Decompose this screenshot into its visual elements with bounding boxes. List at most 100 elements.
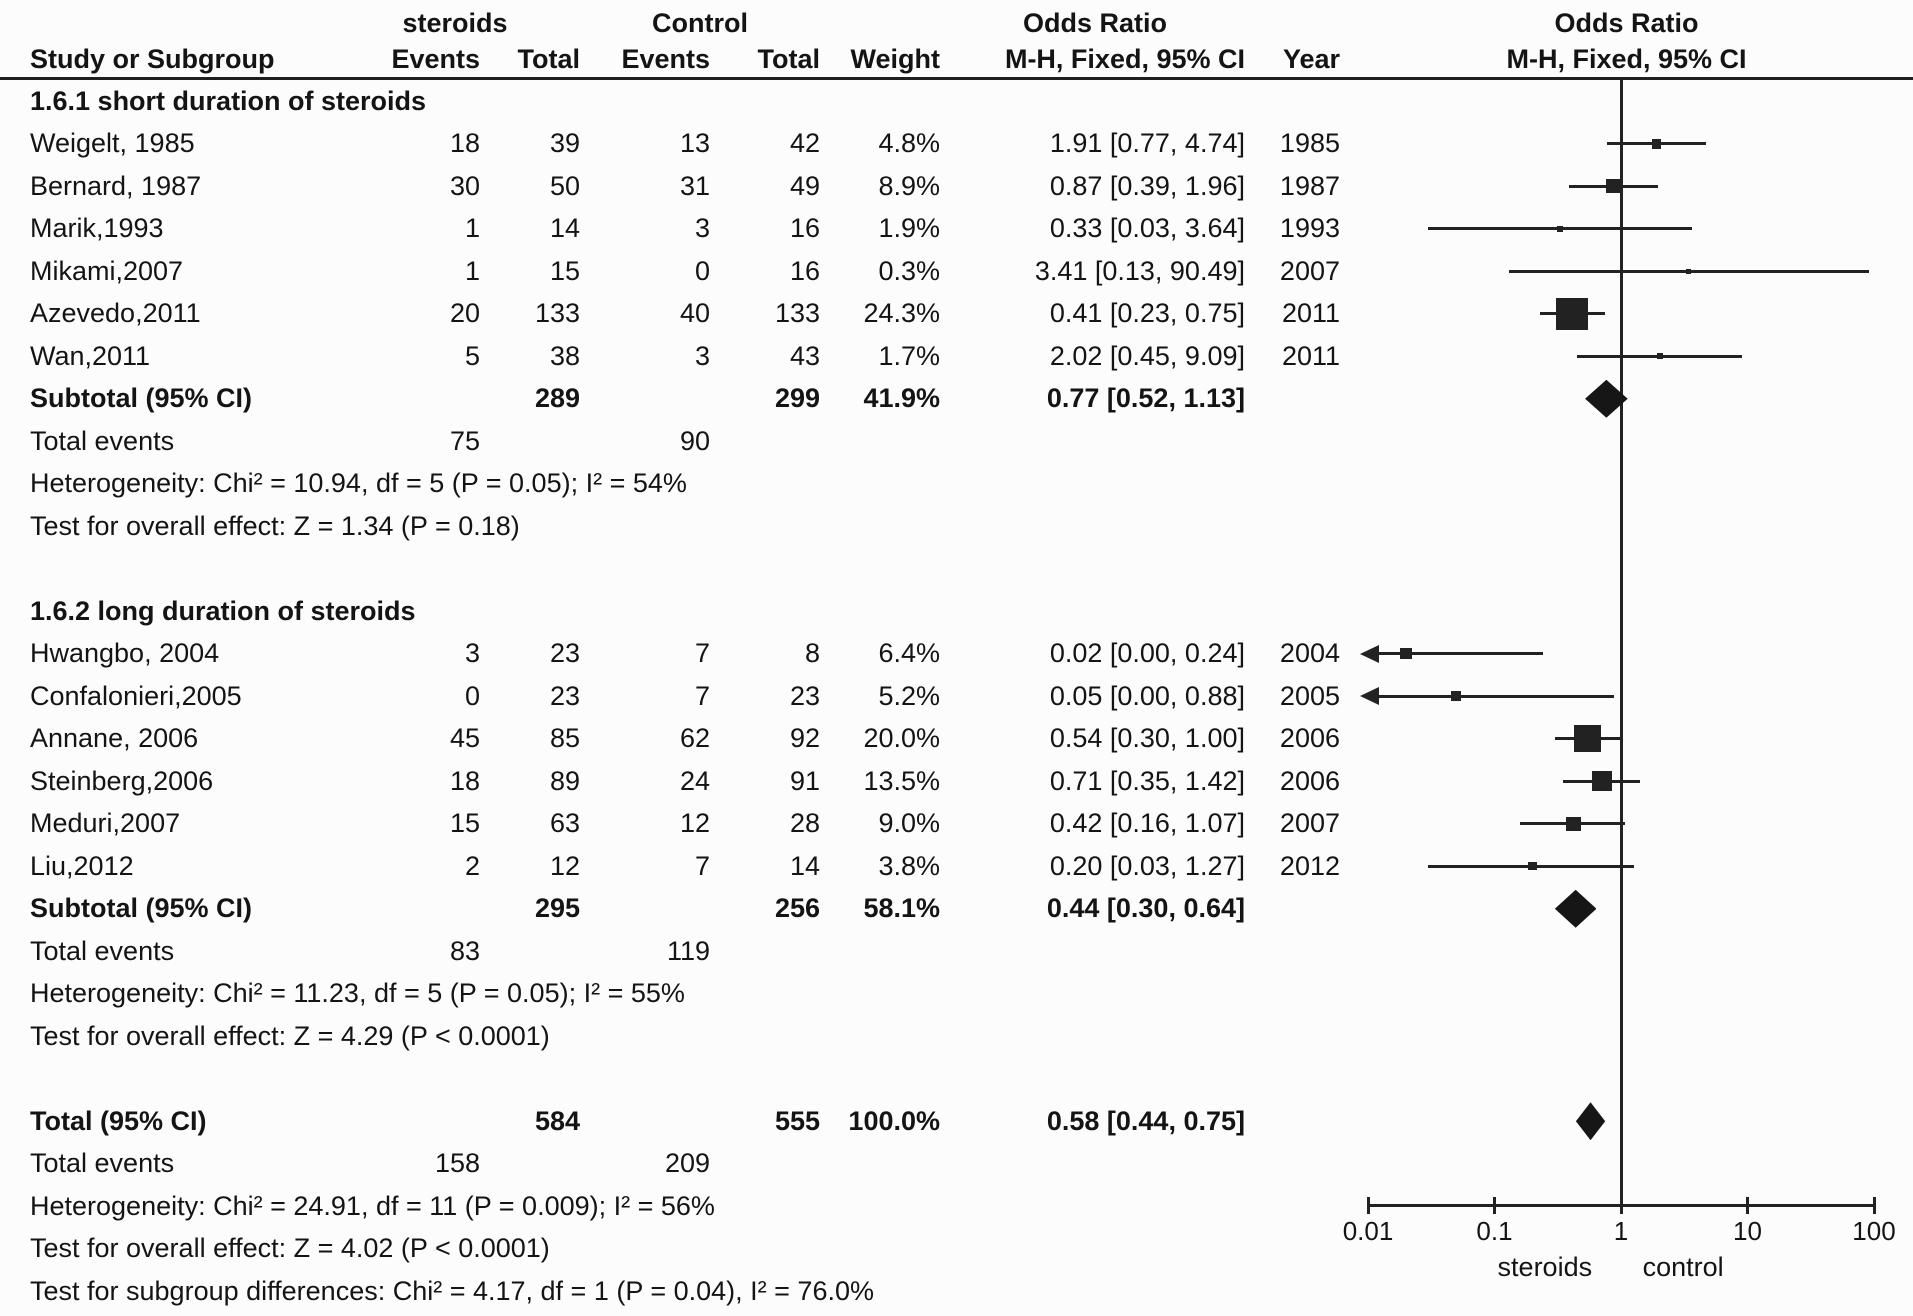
column-header-steroids-events: Events <box>391 44 480 74</box>
study-row: Hwangbo, 2004 3 23 7 8 6.4% 0.02 [0.00, 0.24] 2… <box>0 633 1913 676</box>
study-row: Marik,1993 1 14 3 16 1.9% 0.33 [0.03, 3.64] 199… <box>0 208 1913 251</box>
steroids-events-value: 2 <box>464 850 480 881</box>
control-total-value: 8 <box>804 638 820 669</box>
subtotal-row: Subtotal (95% CI) 295 256 58.1% 0.44 [0.30, … <box>0 888 1913 931</box>
control-total-sum: 256 <box>774 893 820 924</box>
total-events-label: Total events <box>30 935 175 966</box>
heterogeneity-row: Heterogeneity: Chi² = 11.23, df = 5 (P =… <box>0 973 1913 1016</box>
study-label: Annane, 2006 <box>30 723 199 754</box>
total-events-label: Total events <box>30 1148 175 1179</box>
year-value: 2011 <box>1281 340 1340 371</box>
subtotal-label: Subtotal (95% CI) <box>30 893 253 924</box>
control-events-value: 24 <box>679 765 710 796</box>
column-header-or-ci-right: M-H, Fixed, 95% CI <box>1506 44 1747 74</box>
steroids-total-value: 50 <box>549 170 580 201</box>
steroids-events-value: 18 <box>449 765 480 796</box>
point-estimate-marker <box>1528 862 1537 871</box>
steroids-events-value: 3 <box>464 638 480 669</box>
odds-ratio-ci-value: 3.41 [0.13, 90.49] <box>1034 255 1245 286</box>
study-label: Mikami,2007 <box>30 255 184 286</box>
study-row: Steinberg,2006 18 89 24 91 13.5% 0.71 [0.35, 1… <box>0 760 1913 803</box>
weight-value: 1.9% <box>878 213 940 244</box>
control-events-value: 40 <box>679 298 710 329</box>
control-total-value: 14 <box>789 850 820 881</box>
heterogeneity-row: Heterogeneity: Chi² = 10.94, df = 5 (P =… <box>0 463 1913 506</box>
study-row: Wan,2011 5 38 3 43 1.7% 2.02 [0.45, 9.09] 2011 <box>0 335 1913 378</box>
steroids-events-value: 30 <box>449 170 480 201</box>
x-axis-tick <box>1366 1197 1370 1214</box>
steroids-total-value: 89 <box>549 765 580 796</box>
study-row: Annane, 2006 45 85 62 92 20.0% 0.54 [0.30, 1.0… <box>0 718 1913 761</box>
study-label: Steinberg,2006 <box>30 765 214 796</box>
group-header-control: Control <box>652 8 748 38</box>
point-estimate-marker <box>1685 268 1691 274</box>
year-value: 2007 <box>1279 255 1340 286</box>
point-estimate-marker <box>1573 725 1601 753</box>
point-estimate-marker <box>1566 816 1581 831</box>
study-label: Confalonieri,2005 <box>30 680 242 711</box>
control-total-value: 49 <box>789 170 820 201</box>
steroids-events-value: 45 <box>449 723 480 754</box>
study-row: Confalonieri,2005 0 23 7 23 5.2% 0.05 [0.00, 0… <box>0 675 1913 718</box>
year-value: 2004 <box>1279 638 1340 669</box>
point-estimate-marker <box>1656 353 1663 360</box>
steroids-events-value: 20 <box>449 298 480 329</box>
study-label: Azevedo,2011 <box>30 298 201 329</box>
control-events-value: 7 <box>694 680 710 711</box>
odds-ratio-ci-value: 0.33 [0.03, 3.64] <box>1049 213 1245 244</box>
steroids-total-value: 12 <box>549 850 580 881</box>
x-axis-tick <box>1493 1197 1496 1214</box>
x-axis-tick-label: 10 <box>1733 1216 1762 1246</box>
control-total-value: 133 <box>774 298 820 329</box>
column-header-year: Year <box>1282 44 1340 74</box>
subtotal-odds-ratio-ci: 0.77 [0.52, 1.13] <box>1046 383 1245 414</box>
steroids-events-value: 18 <box>449 128 480 159</box>
axis-label-control: control <box>1642 1252 1724 1282</box>
odds-ratio-ci-value: 0.41 [0.23, 0.75] <box>1049 298 1245 329</box>
control-events-value: 7 <box>694 638 710 669</box>
year-value: 2006 <box>1279 765 1340 796</box>
x-axis-tick <box>1872 1197 1876 1214</box>
subgroup-header: 1.6.1 short duration of steroids <box>30 85 427 116</box>
column-header-study: Study or Subgroup <box>30 44 275 74</box>
subtotal-label: Subtotal (95% CI) <box>30 383 253 414</box>
year-value: 2006 <box>1279 723 1340 754</box>
odds-ratio-ci-value: 1.91 [0.77, 4.74] <box>1049 128 1245 159</box>
year-value: 2012 <box>1279 850 1340 881</box>
weight-sum: 100.0% <box>848 1105 940 1136</box>
study-label: Bernard, 1987 <box>30 170 202 201</box>
axis-label-steroids: steroids <box>1497 1252 1593 1282</box>
overall-effect-row: Test for overall effect: Z = 4.29 (P < 0… <box>0 1015 1913 1058</box>
steroids-events-value: 0 <box>464 680 480 711</box>
weight-value: 8.9% <box>878 170 940 201</box>
point-estimate-marker <box>1556 297 1588 330</box>
steroids-total-value: 15 <box>549 255 580 286</box>
control-total-sum: 299 <box>774 383 820 414</box>
point-estimate-marker <box>1592 771 1612 791</box>
steroids-total-value: 14 <box>549 213 580 244</box>
steroids-total-value: 23 <box>549 680 580 711</box>
subgroup-header-row: 1.6.1 short duration of steroids <box>0 80 1913 123</box>
steroids-events-value: 1 <box>464 213 480 244</box>
column-header-weight: Weight <box>850 44 941 74</box>
control-events-value: 13 <box>679 128 710 159</box>
weight-value: 1.7% <box>878 340 940 371</box>
odds-ratio-title-right: Odds Ratio <box>1554 8 1699 38</box>
odds-ratio-ci-value: 0.87 [0.39, 1.96] <box>1049 170 1245 201</box>
subtotal-label: Total (95% CI) <box>30 1105 207 1136</box>
control-events-sum: 209 <box>664 1148 710 1179</box>
weight-value: 0.3% <box>878 255 940 286</box>
total-diamond <box>1575 1102 1606 1141</box>
year-value: 1985 <box>1279 128 1340 159</box>
year-value: 2007 <box>1279 808 1340 839</box>
control-events-value: 3 <box>694 340 710 371</box>
study-label: Hwangbo, 2004 <box>30 638 220 669</box>
weight-value: 9.0% <box>878 808 940 839</box>
point-estimate-marker <box>1606 179 1621 194</box>
point-estimate-marker <box>1651 138 1662 149</box>
total-events-row: Total events 83 119 <box>0 930 1913 973</box>
steroids-events-sum: 158 <box>434 1148 480 1179</box>
study-row: Meduri,2007 15 63 12 28 9.0% 0.42 [0.16, 1.07]… <box>0 803 1913 846</box>
control-total-value: 42 <box>789 128 820 159</box>
total-events-label: Total events <box>30 425 175 456</box>
